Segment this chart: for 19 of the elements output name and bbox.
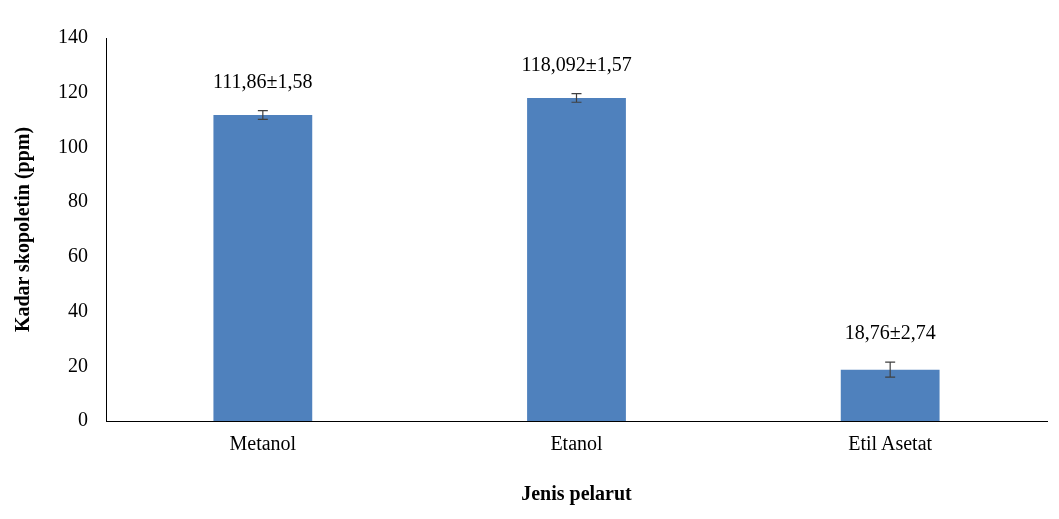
y-tick-label: 40 [68,298,88,321]
y-tick-label: 0 [78,408,88,431]
x-tick-label: Etil Asetat [848,432,933,455]
data-label: 118,092±1,57 [521,52,632,75]
x-tick-label: Etanol [550,432,604,455]
y-tick-label: 20 [68,353,88,376]
x-axis-title: Jenis pelarut [521,482,633,506]
y-tick-label: 60 [68,244,88,267]
y-tick-label: 120 [58,79,88,102]
x-tick-label: Metanol [229,432,297,455]
y-tick-label: 140 [58,25,88,48]
bar [527,97,626,421]
y-axis-title: Kadar skopoletin (ppm) [11,126,35,333]
bar [213,114,313,421]
y-tick-label: 80 [68,189,88,212]
data-label: 111,86±1,58 [213,69,313,92]
y-tick-label: 100 [58,134,88,157]
data-label: 18,76±2,74 [844,321,936,344]
bar [840,369,940,421]
